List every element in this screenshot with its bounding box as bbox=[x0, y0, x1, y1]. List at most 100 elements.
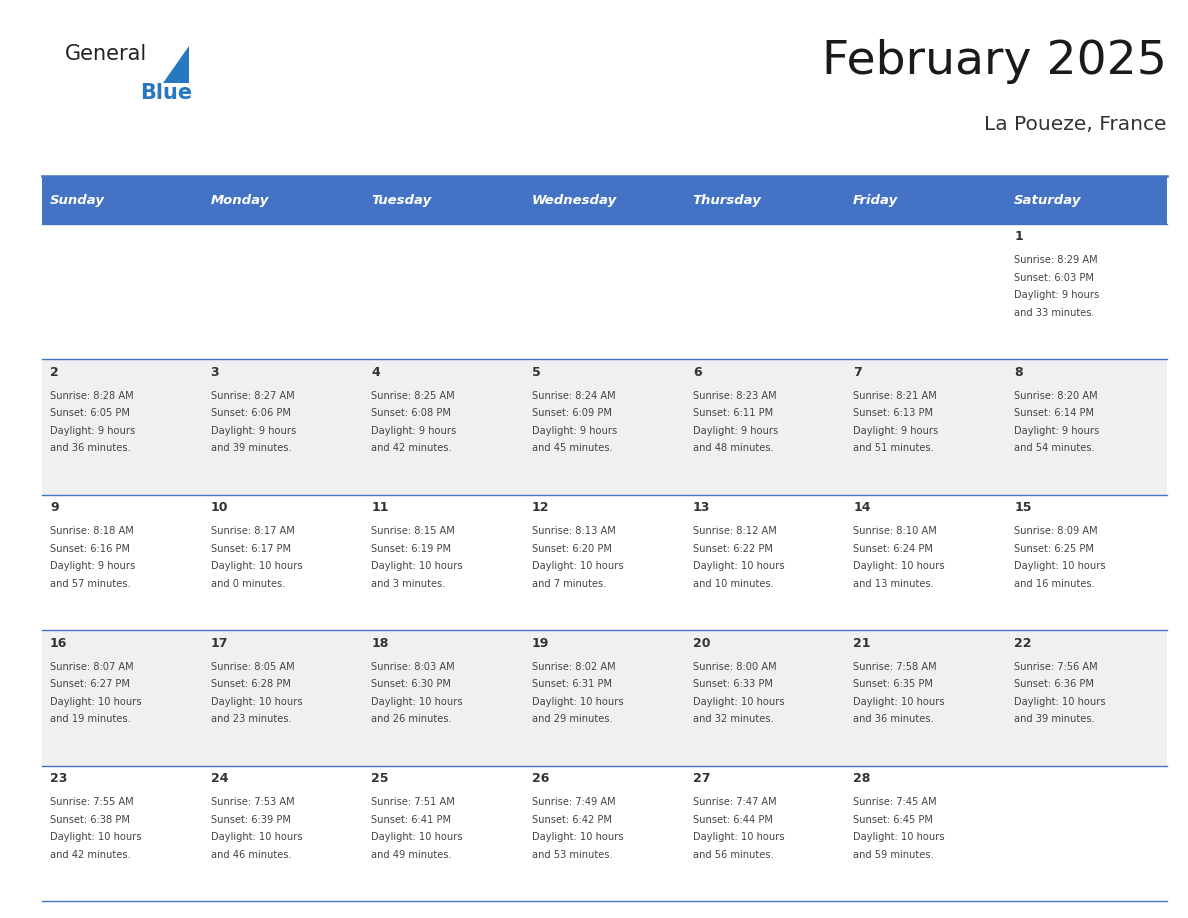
Text: Daylight: 9 hours: Daylight: 9 hours bbox=[1015, 426, 1099, 435]
Bar bbox=[364, 631, 524, 766]
Text: Sunset: 6:19 PM: Sunset: 6:19 PM bbox=[372, 543, 451, 554]
Bar bbox=[684, 176, 845, 224]
Text: Sunset: 6:41 PM: Sunset: 6:41 PM bbox=[372, 814, 451, 824]
Text: Blue: Blue bbox=[140, 83, 192, 103]
Text: Sunset: 6:45 PM: Sunset: 6:45 PM bbox=[853, 814, 934, 824]
Text: Daylight: 10 hours: Daylight: 10 hours bbox=[50, 832, 141, 842]
Text: Sunrise: 8:23 AM: Sunrise: 8:23 AM bbox=[693, 391, 777, 400]
Text: and 13 minutes.: and 13 minutes. bbox=[853, 578, 934, 588]
Bar bbox=[524, 176, 684, 224]
Text: Sunrise: 8:09 AM: Sunrise: 8:09 AM bbox=[1015, 526, 1098, 536]
Bar bbox=[684, 766, 845, 901]
Text: Sunrise: 8:17 AM: Sunrise: 8:17 AM bbox=[210, 526, 295, 536]
Text: 18: 18 bbox=[372, 637, 388, 650]
Bar bbox=[42, 631, 202, 766]
Bar bbox=[364, 224, 524, 360]
Text: and 46 minutes.: and 46 minutes. bbox=[210, 849, 291, 859]
Text: Sunrise: 7:51 AM: Sunrise: 7:51 AM bbox=[372, 797, 455, 807]
Text: 12: 12 bbox=[532, 501, 550, 514]
Text: Daylight: 10 hours: Daylight: 10 hours bbox=[693, 697, 784, 707]
Text: Sunset: 6:14 PM: Sunset: 6:14 PM bbox=[1015, 409, 1094, 418]
Text: and 48 minutes.: and 48 minutes. bbox=[693, 443, 773, 453]
Text: Daylight: 9 hours: Daylight: 9 hours bbox=[1015, 290, 1099, 300]
Text: Sunrise: 7:56 AM: Sunrise: 7:56 AM bbox=[1015, 662, 1098, 672]
Text: Sunrise: 8:03 AM: Sunrise: 8:03 AM bbox=[372, 662, 455, 672]
Text: Sunrise: 8:24 AM: Sunrise: 8:24 AM bbox=[532, 391, 615, 400]
Text: 2: 2 bbox=[50, 366, 58, 379]
Text: Sunset: 6:27 PM: Sunset: 6:27 PM bbox=[50, 679, 129, 689]
Text: Sunrise: 7:58 AM: Sunrise: 7:58 AM bbox=[853, 662, 937, 672]
Bar bbox=[845, 631, 1006, 766]
Text: Daylight: 10 hours: Daylight: 10 hours bbox=[1015, 561, 1106, 571]
Text: and 42 minutes.: and 42 minutes. bbox=[372, 443, 451, 453]
Bar bbox=[1006, 176, 1167, 224]
Text: Sunset: 6:25 PM: Sunset: 6:25 PM bbox=[1015, 543, 1094, 554]
Text: Daylight: 9 hours: Daylight: 9 hours bbox=[372, 426, 456, 435]
Text: Monday: Monday bbox=[210, 194, 268, 207]
Text: and 16 minutes.: and 16 minutes. bbox=[1015, 578, 1095, 588]
Text: 20: 20 bbox=[693, 637, 710, 650]
Text: and 0 minutes.: and 0 minutes. bbox=[210, 578, 285, 588]
Bar bbox=[684, 631, 845, 766]
Text: Daylight: 10 hours: Daylight: 10 hours bbox=[532, 697, 624, 707]
Text: Sunset: 6:44 PM: Sunset: 6:44 PM bbox=[693, 814, 772, 824]
Text: Sunrise: 8:02 AM: Sunrise: 8:02 AM bbox=[532, 662, 615, 672]
Bar bbox=[42, 495, 202, 631]
Bar bbox=[845, 495, 1006, 631]
Text: Sunset: 6:03 PM: Sunset: 6:03 PM bbox=[1015, 273, 1094, 283]
Text: Thursday: Thursday bbox=[693, 194, 762, 207]
Text: 11: 11 bbox=[372, 501, 388, 514]
Text: Daylight: 10 hours: Daylight: 10 hours bbox=[372, 832, 463, 842]
Text: 16: 16 bbox=[50, 637, 68, 650]
Bar bbox=[202, 360, 364, 495]
Text: and 29 minutes.: and 29 minutes. bbox=[532, 714, 613, 724]
Text: Sunset: 6:38 PM: Sunset: 6:38 PM bbox=[50, 814, 129, 824]
Bar bbox=[524, 631, 684, 766]
Text: and 33 minutes.: and 33 minutes. bbox=[1015, 308, 1095, 318]
Text: Sunset: 6:06 PM: Sunset: 6:06 PM bbox=[210, 409, 291, 418]
Polygon shape bbox=[163, 46, 189, 83]
Bar bbox=[524, 766, 684, 901]
Text: Sunset: 6:09 PM: Sunset: 6:09 PM bbox=[532, 409, 612, 418]
Text: General: General bbox=[65, 44, 147, 64]
Text: Daylight: 9 hours: Daylight: 9 hours bbox=[50, 561, 135, 571]
Text: Sunrise: 8:12 AM: Sunrise: 8:12 AM bbox=[693, 526, 777, 536]
Text: Sunrise: 7:49 AM: Sunrise: 7:49 AM bbox=[532, 797, 615, 807]
Text: and 51 minutes.: and 51 minutes. bbox=[853, 443, 934, 453]
Text: 26: 26 bbox=[532, 772, 549, 786]
Text: Daylight: 9 hours: Daylight: 9 hours bbox=[693, 426, 778, 435]
Bar bbox=[42, 766, 202, 901]
Text: Daylight: 10 hours: Daylight: 10 hours bbox=[693, 561, 784, 571]
Text: Sunset: 6:33 PM: Sunset: 6:33 PM bbox=[693, 679, 772, 689]
Text: Daylight: 9 hours: Daylight: 9 hours bbox=[532, 426, 618, 435]
Text: 5: 5 bbox=[532, 366, 541, 379]
Text: Sunset: 6:11 PM: Sunset: 6:11 PM bbox=[693, 409, 773, 418]
Text: 8: 8 bbox=[1015, 366, 1023, 379]
Bar bbox=[1006, 631, 1167, 766]
Text: and 42 minutes.: and 42 minutes. bbox=[50, 849, 131, 859]
Text: Sunrise: 8:10 AM: Sunrise: 8:10 AM bbox=[853, 526, 937, 536]
Text: and 23 minutes.: and 23 minutes. bbox=[210, 714, 291, 724]
Text: Wednesday: Wednesday bbox=[532, 194, 617, 207]
Bar bbox=[42, 224, 202, 360]
Text: and 53 minutes.: and 53 minutes. bbox=[532, 849, 613, 859]
Text: and 54 minutes.: and 54 minutes. bbox=[1015, 443, 1095, 453]
Text: Sunset: 6:05 PM: Sunset: 6:05 PM bbox=[50, 409, 129, 418]
Text: 19: 19 bbox=[532, 637, 549, 650]
Text: 24: 24 bbox=[210, 772, 228, 786]
Text: Sunrise: 8:15 AM: Sunrise: 8:15 AM bbox=[372, 526, 455, 536]
Text: Sunset: 6:36 PM: Sunset: 6:36 PM bbox=[1015, 679, 1094, 689]
Text: Sunrise: 8:25 AM: Sunrise: 8:25 AM bbox=[372, 391, 455, 400]
Text: Sunset: 6:30 PM: Sunset: 6:30 PM bbox=[372, 679, 451, 689]
Bar bbox=[524, 224, 684, 360]
Text: Daylight: 10 hours: Daylight: 10 hours bbox=[532, 561, 624, 571]
Text: Sunset: 6:28 PM: Sunset: 6:28 PM bbox=[210, 679, 291, 689]
Text: Sunset: 6:42 PM: Sunset: 6:42 PM bbox=[532, 814, 612, 824]
Bar bbox=[364, 176, 524, 224]
Text: 23: 23 bbox=[50, 772, 68, 786]
Text: Sunrise: 8:07 AM: Sunrise: 8:07 AM bbox=[50, 662, 133, 672]
Text: Sunday: Sunday bbox=[50, 194, 105, 207]
Text: 13: 13 bbox=[693, 501, 710, 514]
Text: Daylight: 10 hours: Daylight: 10 hours bbox=[210, 832, 302, 842]
Text: 17: 17 bbox=[210, 637, 228, 650]
